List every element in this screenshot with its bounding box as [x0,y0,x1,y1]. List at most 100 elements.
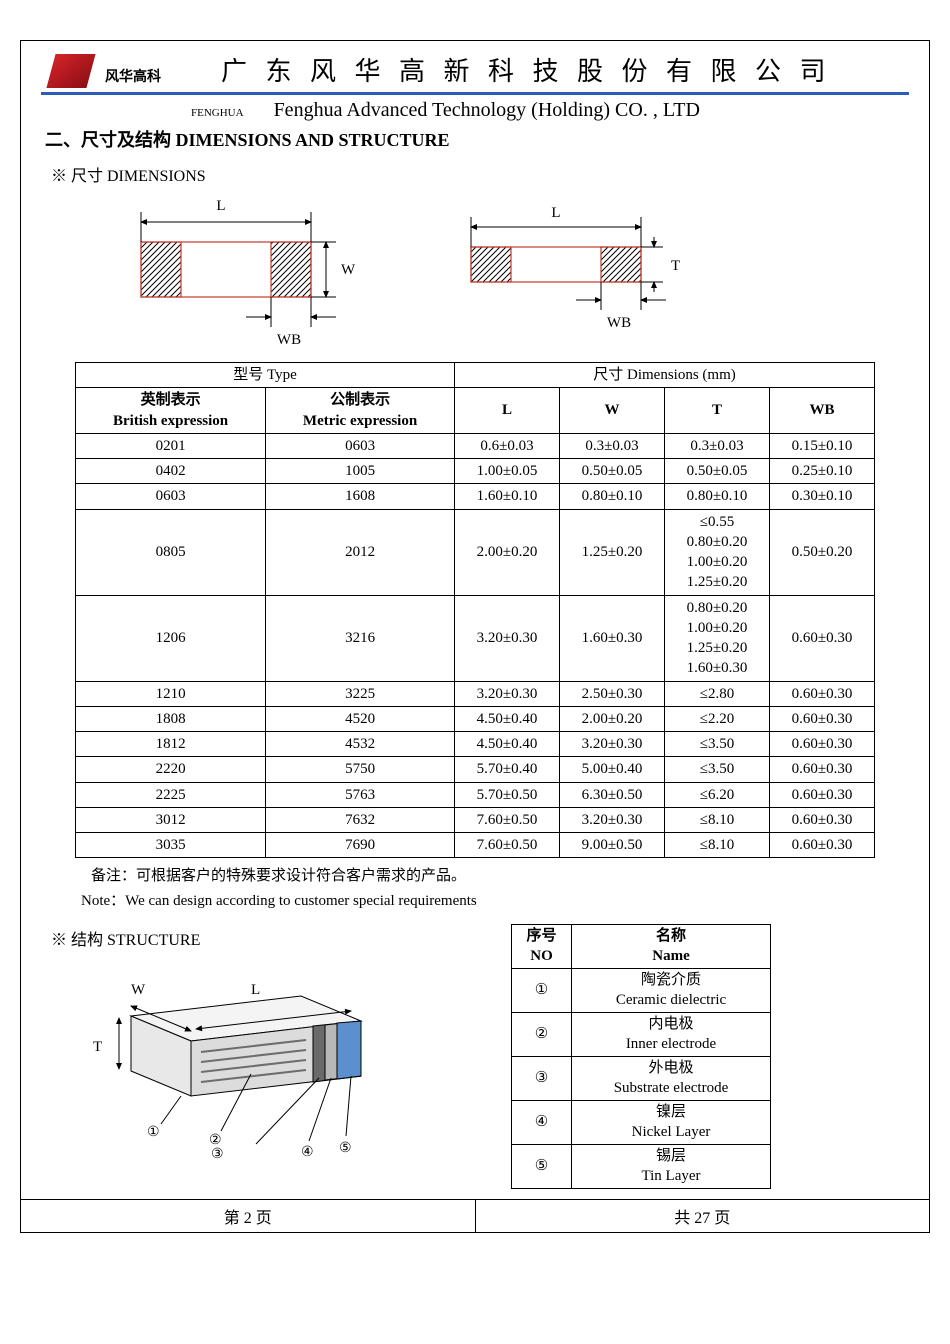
cell-WB: 0.60±0.30 [770,807,875,832]
cell-met: 4532 [266,732,455,757]
cell-WB: 0.25±0.10 [770,459,875,484]
table-row: 181245324.50±0.403.20±0.30≤3.500.60±0.30 [76,732,875,757]
cell-met: 5750 [266,757,455,782]
cell-L: 0.6±0.03 [455,433,560,458]
company-logo-icon [46,54,95,88]
table-row: 301276327.60±0.503.20±0.30≤8.100.60±0.30 [76,807,875,832]
th-type: 型号 Type [76,363,455,388]
cell-WB: 0.60±0.30 [770,732,875,757]
company-name-cn: 广 东 风 华 高 新 科 技 股 份 有 限 公 司 [221,51,832,88]
cell-W: 0.50±0.05 [560,459,665,484]
struct-th-name: 名称 Name [572,925,771,969]
cell-brit: 2225 [76,782,266,807]
cell-W: 0.80±0.10 [560,484,665,509]
cell-L: 4.50±0.40 [455,732,560,757]
struct-th-no: 序号 NO [512,925,572,969]
cell-L: 3.20±0.30 [455,595,560,681]
cell-brit: 1206 [76,595,266,681]
cell-WB: 0.60±0.30 [770,595,875,681]
table-row: ④镍层Nickel Layer [512,1101,771,1145]
cell-T: 0.80±0.201.00±0.201.25±0.201.60±0.30 [665,595,770,681]
cell-T: ≤3.50 [665,757,770,782]
cell-no: ③ [512,1057,572,1101]
cell-WB: 0.60±0.30 [770,706,875,731]
cell-L: 7.60±0.50 [455,833,560,858]
cell-met: 0603 [266,433,455,458]
brand-name-cn: 风华高科 [105,66,161,86]
cell-T: ≤2.80 [665,681,770,706]
struct-call-2: ② [209,1133,222,1148]
cell-L: 1.60±0.10 [455,484,560,509]
table-row: 222557635.70±0.506.30±0.50≤6.200.60±0.30 [76,782,875,807]
table-row: 040210051.00±0.050.50±0.050.50±0.050.25±… [76,459,875,484]
cell-W: 0.3±0.03 [560,433,665,458]
cell-brit: 1812 [76,732,266,757]
cell-T: ≤0.550.80±0.201.00±0.201.25±0.20 [665,509,770,595]
cell-brit: 2220 [76,757,266,782]
footer-page-current: 第 2 页 [21,1200,476,1232]
cell-name: 内电极Inner electrode [572,1013,771,1057]
note-en: Note：We can design according to customer… [81,889,929,910]
cell-met: 7632 [266,807,455,832]
structure-table: 序号 NO 名称 Name ①陶瓷介质Ceramic dielectric②内电… [511,924,771,1189]
cell-brit: 0201 [76,433,266,458]
th-british: 英制表示 British expression [76,388,266,434]
cell-W: 5.00±0.40 [560,757,665,782]
cell-WB: 0.60±0.30 [770,782,875,807]
document-page: 风华高科 广 东 风 华 高 新 科 技 股 份 有 限 公 司 FENGHUA… [20,40,930,1233]
th-T: T [665,388,770,434]
label-WB2: WB [607,315,631,331]
cell-name: 外电极Substrate electrode [572,1057,771,1101]
label-L2: L [551,205,560,221]
cell-brit: 0603 [76,484,266,509]
cell-T: 0.80±0.10 [665,484,770,509]
label-T: T [671,258,680,274]
cell-met: 1608 [266,484,455,509]
cell-W: 9.00±0.50 [560,833,665,858]
cell-name: 陶瓷介质Ceramic dielectric [572,969,771,1013]
cell-W: 6.30±0.50 [560,782,665,807]
cell-no: ④ [512,1101,572,1145]
cell-L: 7.60±0.50 [455,807,560,832]
dimensions-table: 型号 Type 尺寸 Dimensions (mm) 英制表示 British … [75,362,875,858]
cell-brit: 1210 [76,681,266,706]
cell-WB: 0.15±0.10 [770,433,875,458]
cell-W: 2.50±0.30 [560,681,665,706]
dimension-diagrams: L W WB L [101,192,929,352]
cell-met: 3216 [266,595,455,681]
table-row: 120632163.20±0.301.60±0.300.80±0.201.00±… [76,595,875,681]
cell-brit: 3035 [76,833,266,858]
cell-L: 4.50±0.40 [455,706,560,731]
cell-no: ① [512,969,572,1013]
table-row: 121032253.20±0.302.50±0.30≤2.800.60±0.30 [76,681,875,706]
cell-T: ≤2.20 [665,706,770,731]
table-row: ⑤锡层Tin Layer [512,1145,771,1189]
cell-WB: 0.50±0.20 [770,509,875,595]
cell-name: 镍层Nickel Layer [572,1101,771,1145]
structure-diagram: W L T ① ② ③ ④ ⑤ [51,956,411,1166]
cell-T: 0.3±0.03 [665,433,770,458]
cell-L: 5.70±0.40 [455,757,560,782]
cell-W: 1.25±0.20 [560,509,665,595]
cell-met: 4520 [266,706,455,731]
cell-T: ≤8.10 [665,833,770,858]
side-view-diagram: L T WB [441,192,701,352]
table-row: 080520122.00±0.201.25±0.20≤0.550.80±0.20… [76,509,875,595]
page-footer: 第 2 页 共 27 页 [21,1199,929,1232]
logo-row: 风华高科 广 东 风 华 高 新 科 技 股 份 有 限 公 司 [41,51,909,88]
cell-WB: 0.60±0.30 [770,681,875,706]
cell-no: ② [512,1013,572,1057]
cell-L: 5.70±0.50 [455,782,560,807]
label-WB: WB [277,332,301,348]
cell-brit: 0402 [76,459,266,484]
cell-W: 2.00±0.20 [560,706,665,731]
header-divider [41,92,909,95]
cell-met: 7690 [266,833,455,858]
cell-brit: 0805 [76,509,266,595]
page-header: 风华高科 广 东 风 华 高 新 科 技 股 份 有 限 公 司 FENGHUA… [21,41,929,152]
cell-L: 2.00±0.20 [455,509,560,595]
table-row: 060316081.60±0.100.80±0.100.80±0.100.30±… [76,484,875,509]
cell-T: ≤6.20 [665,782,770,807]
brand-name-en: FENGHUA [191,107,244,119]
cell-L: 1.00±0.05 [455,459,560,484]
